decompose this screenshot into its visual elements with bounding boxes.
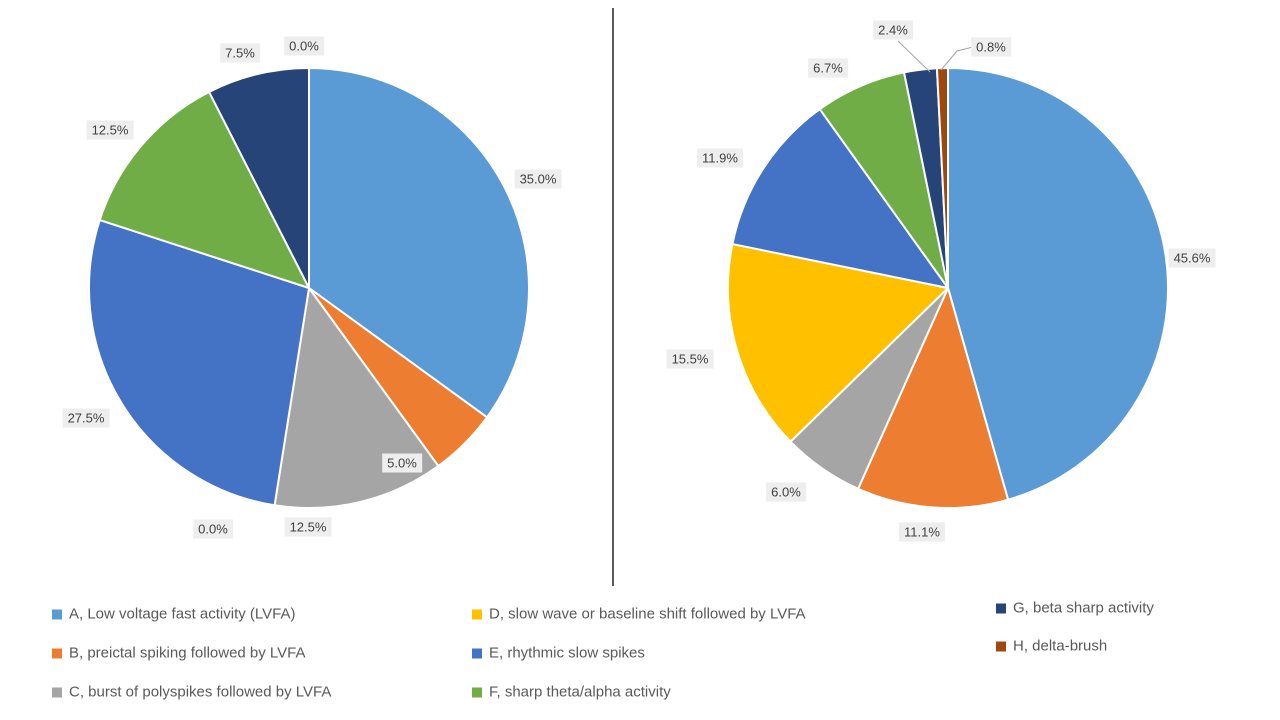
right-pie-data-label-H: 0.8%	[971, 37, 1011, 57]
legend-marker-B	[52, 648, 62, 658]
legend-label-B: B, preictal spiking followed by LVFA	[69, 644, 306, 662]
left-pie-data-label-C: 12.5%	[284, 517, 332, 537]
left-pie-data-label-G: 7.5%	[220, 43, 260, 63]
legend-label-E: E, rhythmic slow spikes	[489, 644, 645, 662]
legend-marker-G	[996, 603, 1006, 613]
right-pie-slice-D	[727, 243, 949, 443]
leader-line-G	[897, 40, 931, 73]
legend-item-G: G, beta sharp activity	[996, 600, 1154, 617]
right-pie-chart	[727, 67, 1170, 509]
left-pie-slice-G	[208, 67, 310, 289]
legend-label-H: H, delta-brush	[1013, 637, 1108, 655]
left-pie-data-label-E: 27.5%	[62, 408, 110, 428]
legend-label-A: A, Low voltage fast activity (LVFA)	[69, 605, 296, 623]
legend-item-E: E, rhythmic slow spikes	[472, 645, 645, 662]
legend-marker-D	[472, 609, 482, 619]
left-pie-slice-A	[308, 67, 530, 419]
legend-marker-A	[52, 609, 62, 619]
right-pie-data-label-B: 11.1%	[899, 522, 945, 542]
right-pie-slice-A	[947, 67, 1170, 501]
left-pie-chart	[88, 67, 530, 509]
right-pie-slice-E	[731, 108, 949, 289]
legend-marker-F	[472, 687, 482, 697]
legend-item-H: H, delta-brush	[996, 638, 1107, 655]
left-pie-data-label-H: 0.0%	[284, 36, 324, 56]
leader-lines	[897, 40, 974, 73]
legend-marker-H	[996, 641, 1006, 651]
left-pie-slice-E	[88, 219, 310, 507]
right-pie-data-label-D: 15.5%	[666, 349, 714, 369]
left-pie-data-label-F: 12.5%	[86, 120, 134, 140]
left-pie-slice-C	[273, 287, 440, 509]
right-pie-data-label-E: 11.9%	[697, 148, 743, 168]
right-pie-data-label-C: 6.0%	[766, 482, 806, 502]
legend-label-G: G, beta sharp activity	[1013, 599, 1154, 617]
left-pie-slice-F	[98, 90, 310, 289]
legend-label-F: F, sharp theta/alpha activity	[489, 683, 671, 701]
pie-charts-svg	[88, 40, 1170, 509]
legend-item-C: C, burst of polyspikes followed by LVFA	[52, 684, 331, 701]
legend-label-C: C, burst of polyspikes followed by LVFA	[69, 683, 332, 701]
left-pie-data-label-A: 35.0%	[514, 169, 562, 189]
leader-line-H	[940, 46, 974, 71]
legend-marker-C	[52, 687, 62, 697]
divider-line	[612, 8, 614, 586]
legend-label-D: D, slow wave or baseline shift followed …	[489, 605, 806, 623]
legend-item-A: A, Low voltage fast activity (LVFA)	[52, 606, 295, 623]
right-pie-data-label-A: 45.6%	[1168, 248, 1216, 268]
right-pie-slice-B	[857, 287, 1010, 509]
right-pie-data-label-F: 6.7%	[808, 58, 848, 78]
left-pie-data-label-D: 0.0%	[193, 519, 233, 539]
legend-item-D: D, slow wave or baseline shift followed …	[472, 606, 806, 623]
right-pie-data-label-G: 2.4%	[873, 20, 913, 40]
legend-marker-E	[472, 648, 482, 658]
legend-item-B: B, preictal spiking followed by LVFA	[52, 645, 306, 662]
left-pie-data-label-B: 5.0%	[382, 453, 422, 473]
legend-item-F: F, sharp theta/alpha activity	[472, 684, 671, 701]
